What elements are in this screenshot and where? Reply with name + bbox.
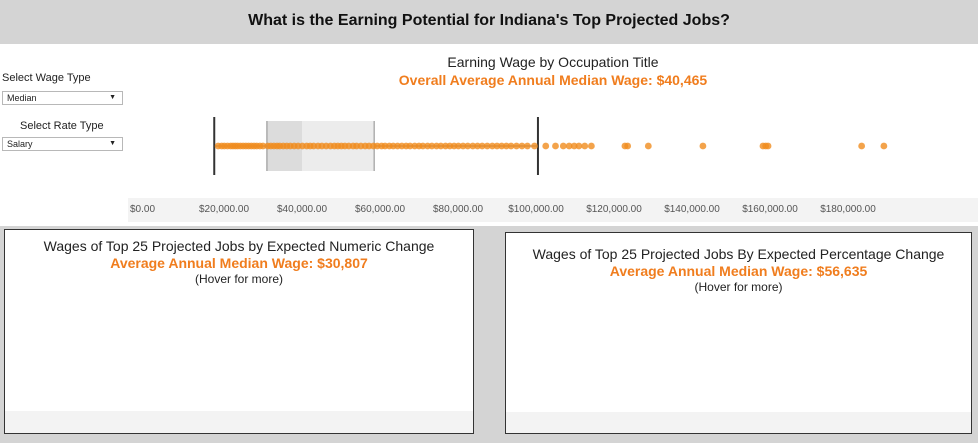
overall-data-point	[552, 142, 559, 150]
numeric-chart-title: Wages of Top 25 Projected Jobs by Expect…	[43, 238, 435, 254]
overall-data-point	[459, 142, 467, 150]
overall-data-point	[488, 142, 496, 150]
overall-data-point	[880, 142, 888, 150]
overall-tick-label: $120,000.00	[586, 204, 642, 215]
overall-data-point	[575, 142, 583, 150]
overall-data-point	[419, 142, 427, 150]
overall-tick-label: $80,000.00	[433, 204, 483, 215]
rate-type-value: Salary	[7, 139, 33, 149]
overall-data-point	[699, 142, 707, 150]
overall-data-point	[858, 142, 866, 150]
overall-data-point	[406, 142, 414, 150]
overall-tick-label: $160,000.00	[742, 204, 798, 215]
numeric-hover-note: (Hover for more)	[194, 272, 283, 286]
overall-data-point	[493, 142, 501, 150]
overall-data-point	[565, 142, 573, 150]
overall-tick-label: $100,000.00	[508, 204, 564, 215]
overall-data-point	[518, 142, 526, 150]
overall-tick-label: $180,000.00	[820, 204, 876, 215]
overall-chart-subtitle: Overall Average Annual Median Wage: $40,…	[398, 72, 708, 88]
overall-data-point	[259, 142, 267, 150]
dashboard-title: What is the Earning Potential for Indian…	[248, 12, 730, 29]
overall-axis-strip	[128, 198, 978, 222]
percentage-chart-title: Wages of Top 25 Projected Jobs By Expect…	[532, 246, 945, 262]
percentage-change-panel: Wages of Top 25 Projected Jobs By Expect…	[505, 232, 972, 434]
overall-data-point	[644, 142, 652, 150]
overall-data-point	[531, 142, 538, 150]
overall-data-point	[478, 142, 486, 150]
overall-data-point	[498, 142, 506, 150]
percentage-hover-note: (Hover for more)	[694, 280, 783, 294]
overall-data-point	[428, 142, 436, 150]
numeric-axis-strip	[5, 411, 473, 433]
overall-tick-label: $140,000.00	[664, 204, 720, 215]
wage-type-value: Median	[7, 93, 37, 103]
chevron-down-icon: ▼	[109, 140, 116, 147]
dashboard-header: What is the Earning Potential for Indian…	[0, 0, 978, 42]
numeric-change-panel: Wages of Top 25 Projected Jobs by Expect…	[4, 229, 474, 434]
overall-data-point	[764, 142, 772, 150]
wage-type-dropdown[interactable]: Median ▼	[2, 91, 123, 105]
overall-data-point	[524, 142, 531, 150]
overall-data-point	[474, 142, 481, 150]
overall-tick-label: $40,000.00	[277, 204, 327, 215]
wage-type-label: Select Wage Type	[2, 72, 91, 84]
overall-tick-label: $60,000.00	[355, 204, 405, 215]
overall-data-point	[587, 142, 595, 150]
filter-sidebar: Select Wage Type Median ▼ Select Rate Ty…	[0, 44, 128, 226]
overall-data-point	[502, 142, 510, 150]
percentage-chart-subtitle: Average Annual Median Wage: $56,635	[609, 263, 868, 279]
overall-data-point	[469, 142, 477, 150]
overall-data-point	[570, 142, 578, 150]
overall-data-point	[581, 142, 589, 150]
numeric-chart-subtitle: Average Annual Median Wage: $30,807	[110, 255, 368, 271]
overall-data-point	[464, 142, 472, 150]
chevron-down-icon: ▼	[109, 94, 116, 101]
overall-data-point	[513, 142, 520, 150]
overall-data-point	[507, 142, 515, 150]
rate-type-label: Select Rate Type	[20, 120, 104, 132]
overall-chart-title: Earning Wage by Occupation Title	[447, 54, 659, 70]
overall-tick-label: $20,000.00	[199, 204, 249, 215]
rate-type-dropdown[interactable]: Salary ▼	[2, 137, 123, 151]
overall-data-point	[542, 142, 550, 150]
overall-data-point	[624, 142, 632, 150]
overall-data-point	[437, 142, 445, 150]
overall-tick-label: $0.00	[130, 204, 155, 215]
overall-data-point	[483, 142, 491, 150]
overall-data-point	[454, 142, 462, 150]
overall-data-point	[559, 142, 567, 150]
percentage-axis-strip	[506, 412, 971, 433]
